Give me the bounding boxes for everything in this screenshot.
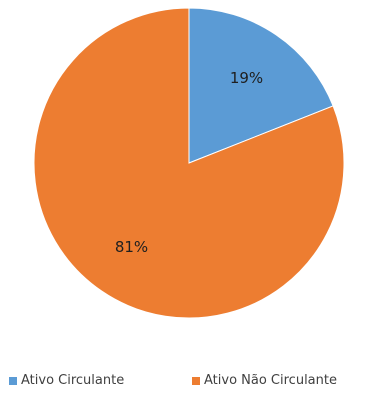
- pie-data-labels: 19% 81%: [115, 69, 263, 256]
- legend-swatch-ativo-circulante: [9, 376, 17, 385]
- legend-swatch-ativo-nao-circulante: [192, 376, 200, 385]
- legend-label-ativo-nao-circulante: Ativo Não Circulante: [204, 373, 337, 388]
- pie-slices: [33, 7, 345, 319]
- pie-slice-ativo-nao-circulante: [33, 7, 345, 319]
- legend: Ativo Circulante Ativo Não Circulante: [0, 372, 379, 390]
- pie-slice-ativo-circulante: [188, 7, 334, 164]
- legend-label-ativo-circulante: Ativo Circulante: [21, 373, 125, 388]
- data-label-ativo-circulante: 19%: [230, 69, 263, 87]
- legend-item-ativo-circulante: Ativo Circulante: [9, 372, 124, 390]
- data-label-ativo-nao-circulante: 81%: [115, 238, 148, 256]
- legend-item-ativo-nao-circulante: Ativo Não Circulante: [192, 372, 337, 390]
